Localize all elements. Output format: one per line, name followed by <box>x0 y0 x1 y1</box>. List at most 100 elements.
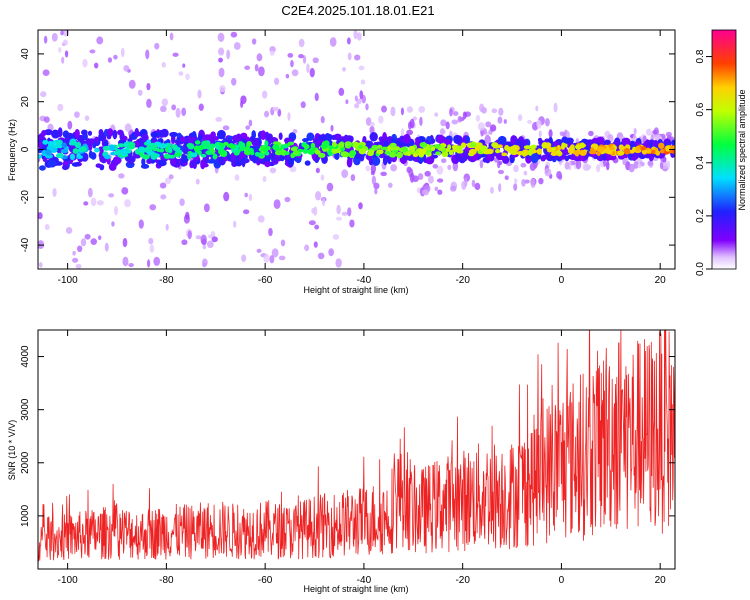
spectrogram-speckle <box>159 105 167 113</box>
spectrogram-speckle <box>449 108 453 117</box>
spectrogram-ridge-cell <box>209 143 216 149</box>
spectrogram-band-cell <box>462 150 468 161</box>
spectrogram-speckle <box>113 205 118 216</box>
spectrogram-band-cell <box>81 129 88 136</box>
spectrogram-ridge-cell <box>388 151 397 158</box>
spectrogram-speckle <box>645 128 652 136</box>
spectrogram-speckle <box>477 122 485 131</box>
x-tick-label: -60 <box>258 575 273 586</box>
spectrogram-speckle <box>122 256 129 267</box>
spectrogram-speckle <box>436 165 444 175</box>
spectrogram-y-label: Frequency (Hz) <box>7 119 17 181</box>
spectrogram-speckle <box>243 209 250 215</box>
spectrogram-ridge-cell <box>200 153 207 158</box>
spectrogram-speckle <box>503 119 507 124</box>
spectrogram-speckle <box>412 116 417 121</box>
spectrogram-speckle <box>498 107 504 116</box>
spectrogram-speckle <box>359 90 364 100</box>
spectrogram-band-cell <box>260 130 267 141</box>
spectrogram-speckle <box>113 54 118 60</box>
spectrogram-speckle <box>185 73 190 80</box>
spectrogram-ridge-cell <box>318 152 326 159</box>
spectrogram-speckle <box>432 163 439 169</box>
spectrogram-speckle <box>104 242 109 252</box>
spectrogram-ridge-cell <box>419 142 428 148</box>
spectrogram-band-cell <box>566 137 574 144</box>
spectrogram-band-cell <box>61 164 69 171</box>
spectrogram-speckle <box>603 158 607 168</box>
spectrogram-ridge-cell <box>394 146 401 151</box>
spectrogram-speckle <box>647 160 654 166</box>
spectrogram-speckle <box>128 79 136 89</box>
spectrogram-ridge-cell <box>469 142 477 148</box>
spectrogram-speckle <box>280 239 286 247</box>
spectrogram-speckle <box>138 219 144 229</box>
spectrogram-ridge-cell <box>145 146 151 152</box>
spectrogram-band-cell <box>235 161 242 166</box>
spectrogram-ridge-cell <box>623 149 631 155</box>
spectrogram-speckle <box>479 103 485 113</box>
spectrogram-speckle <box>263 253 270 264</box>
spectrogram-band-cell <box>159 130 167 136</box>
spectrogram-speckle <box>347 207 352 217</box>
spectrogram-band-cell <box>382 155 388 166</box>
spectrogram-speckle <box>285 73 290 79</box>
spectrogram-speckle <box>218 67 225 78</box>
colorbar-tick-label: 0.2 <box>695 209 706 223</box>
spectrogram-speckle <box>264 110 270 118</box>
spectrogram-band-cell <box>331 134 336 141</box>
spectrogram-ridge-cell <box>468 148 477 155</box>
spectrogram-speckle <box>179 198 185 206</box>
spectrogram-ridge-cell <box>42 139 49 145</box>
spectrogram-speckle <box>622 158 627 166</box>
spectrogram-speckle <box>172 52 179 57</box>
spectrogram-speckle <box>544 117 550 127</box>
spectrogram-speckle <box>633 160 639 169</box>
spectrogram-speckle <box>272 106 280 112</box>
spectrogram-ridge-cell <box>340 151 349 158</box>
spectrogram-ridge-cell <box>264 151 270 156</box>
y-tick-label: 1000 <box>20 504 31 527</box>
spectrogram-band-cell <box>334 151 340 160</box>
spectrogram-speckle <box>215 116 223 123</box>
spectrogram-speckle <box>271 248 279 258</box>
spectrogram-speckle <box>43 116 50 123</box>
spectrogram-speckle <box>60 30 64 36</box>
spectrogram-speckle <box>96 200 104 206</box>
spectrogram-band-cell <box>402 134 411 144</box>
spectrogram-ridge-cell <box>69 153 76 161</box>
spectrogram-band-cell <box>671 139 675 146</box>
spectrogram-ridge-cell <box>219 142 224 148</box>
spectrogram-speckle <box>378 115 384 124</box>
spectrogram-speckle <box>211 236 218 243</box>
spectrogram-ridge-cell <box>127 141 134 146</box>
spectrogram-ridge-cell <box>170 144 178 150</box>
spectrogram-ridge-cell <box>596 146 605 153</box>
spectrogram-band-cell <box>369 131 378 142</box>
spectrogram-speckle <box>418 105 426 113</box>
spectrogram-speckle <box>536 119 542 129</box>
spectrogram-band-cell <box>95 163 102 168</box>
spectrogram-band-cell <box>603 139 611 146</box>
spectrogram-speckle <box>262 176 267 183</box>
spectrogram-speckle <box>358 202 363 210</box>
spectrogram-speckle <box>269 167 277 174</box>
colorbar: 0.0 0.2 0.4 0.6 0.8 Normalized spectral ampl… <box>695 29 747 276</box>
spectrogram-ridge-cell <box>434 144 441 149</box>
spectrogram-ridge-cell <box>72 148 79 154</box>
spectrogram-speckle <box>168 174 174 180</box>
spectrogram-speckle <box>346 37 351 45</box>
spectrogram-band-cell <box>455 153 461 162</box>
spectrogram-ridge-cell <box>212 153 218 160</box>
spectrogram-band-cell <box>288 157 295 167</box>
spectrogram-ridge-cell <box>530 144 537 149</box>
spectrogram-ridge-cell <box>430 146 436 151</box>
spectrogram-speckle <box>240 100 244 108</box>
spectrogram-speckle <box>64 50 69 58</box>
spectrogram-band-cell <box>223 156 228 162</box>
spectrogram-speckle <box>96 36 104 45</box>
spectrogram-speckle <box>197 89 202 99</box>
spectrogram-ridge-cell <box>287 141 295 146</box>
x-tick-label: 20 <box>655 275 667 286</box>
